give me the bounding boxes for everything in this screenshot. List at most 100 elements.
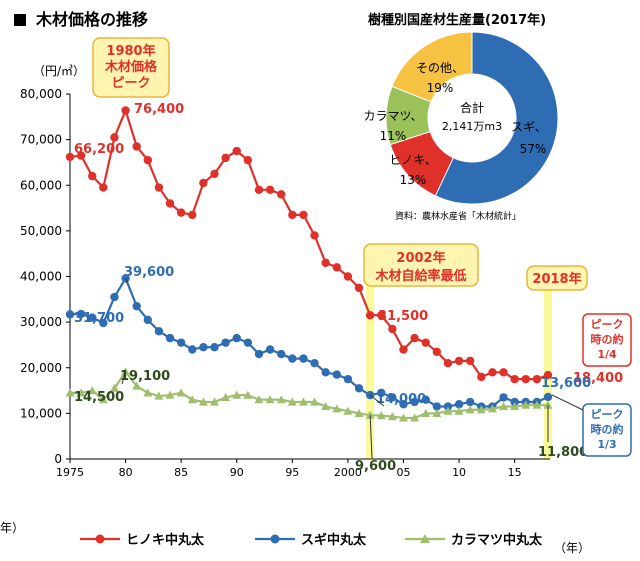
- note-hinoki-ratio: [582, 313, 632, 367]
- pie-slice-value: 19%: [427, 81, 454, 95]
- data-point: [232, 146, 241, 156]
- pie-source: 資料：農林水産省「木材統計」: [395, 210, 521, 222]
- data-point: [299, 210, 308, 220]
- data-point: [487, 404, 497, 413]
- data-point: [110, 133, 119, 142]
- data-point: [176, 208, 186, 217]
- data-point: [321, 402, 331, 411]
- data-point: [443, 358, 453, 368]
- data-point: [388, 324, 397, 334]
- data-point: [199, 178, 208, 188]
- x-axis-label: （年）: [554, 541, 590, 555]
- x-tick-label: 15: [508, 466, 522, 479]
- data-point: [265, 345, 275, 354]
- data-label-sugi-1980: 39,600: [124, 265, 174, 280]
- data-point: [76, 388, 86, 397]
- data-label-hinoki-1980: 76,400: [134, 102, 184, 117]
- data-point: [410, 397, 419, 407]
- pie-title: 樹種別国産材生産量(2017年): [368, 12, 546, 28]
- data-point: [377, 388, 386, 398]
- data-label-kara-1980: 19,100: [120, 369, 170, 384]
- data-point: [321, 258, 330, 268]
- data-point: [210, 169, 219, 179]
- side-year-label: 年）: [0, 521, 24, 535]
- data-point: [343, 272, 353, 281]
- data-point: [354, 384, 364, 393]
- pie-slice-name: その他、: [416, 61, 464, 75]
- data-point: [510, 374, 519, 384]
- leader-sugi-2002: [369, 394, 385, 407]
- data-point: [454, 356, 464, 366]
- note-sugi-ratio: [582, 403, 632, 457]
- data-point: [254, 185, 264, 195]
- y-tick-label: 0: [54, 452, 62, 466]
- data-point: [132, 301, 141, 311]
- data-point: [121, 106, 130, 115]
- data-point: [477, 372, 486, 382]
- data-label-kara-2018: 11,800: [538, 445, 588, 460]
- callout-peak-1980: [92, 37, 170, 98]
- x-tick-label: 90: [230, 466, 244, 479]
- data-point: [365, 311, 375, 320]
- callout-peak-1980-text-line-1: 木材価格: [104, 59, 158, 75]
- data-point: [421, 338, 430, 347]
- data-point: [443, 402, 453, 411]
- data-point: [288, 354, 297, 363]
- x-tick-label: 10: [452, 466, 466, 479]
- legend-label: カラマツ中丸太: [451, 532, 543, 548]
- page-title: 木材価格の推移: [14, 6, 148, 30]
- data-point: [476, 405, 486, 414]
- data-point: [143, 155, 153, 165]
- data-point: [265, 185, 275, 195]
- pie-center-value: 2,141万m3: [442, 120, 502, 133]
- pie-center-label: 合計: [460, 100, 484, 115]
- data-point: [243, 155, 253, 165]
- data-point: [499, 393, 508, 402]
- data-point: [443, 406, 453, 415]
- data-point: [521, 374, 530, 384]
- data-point: [176, 388, 186, 397]
- y-tick-label: 10,000: [20, 406, 62, 420]
- data-point: [288, 210, 297, 220]
- x-tick-label: 95: [285, 466, 299, 479]
- title-text: 木材価格の推移: [36, 10, 149, 29]
- data-point: [154, 183, 164, 192]
- series-2: [65, 367, 553, 422]
- highlight-band-2002: [366, 272, 375, 459]
- data-point: [521, 400, 531, 409]
- data-point: [99, 318, 108, 328]
- data-point: [388, 393, 397, 402]
- data-point: [121, 367, 131, 376]
- data-point: [210, 343, 219, 352]
- data-point: [188, 210, 197, 220]
- callout-year-2018-text: 2018年: [532, 271, 581, 287]
- pie-slice-value: 13%: [400, 173, 427, 187]
- data-label-sugi-2018: 13,600: [541, 376, 591, 391]
- data-point: [543, 392, 553, 402]
- data-point: [132, 381, 142, 390]
- data-point: [332, 263, 341, 272]
- data-point: [465, 397, 475, 407]
- note-sugi-ratio-text-line-2: 1/3: [597, 438, 616, 451]
- callout-year-2018: [526, 265, 588, 291]
- x-tick-label: 85: [174, 466, 188, 479]
- data-point: [254, 349, 264, 359]
- data-point: [410, 413, 420, 422]
- data-point: [277, 349, 286, 359]
- data-point: [132, 142, 141, 151]
- data-point: [421, 395, 430, 404]
- note-hinoki-ratio-text-line-1: 時の約: [591, 332, 624, 346]
- pie-slice-name: カラマツ、: [363, 109, 422, 123]
- data-point: [265, 395, 275, 404]
- data-point: [399, 345, 408, 354]
- data-point: [287, 397, 297, 406]
- legend-item-1: スギ中丸太: [255, 532, 367, 548]
- data-label-hinoki-2018: 18,400: [573, 371, 623, 386]
- callout-peak-1980-text-line-0: 1980年: [106, 43, 155, 59]
- data-point: [143, 315, 153, 325]
- legend-marker: [270, 534, 280, 544]
- data-point: [109, 383, 119, 392]
- y-axis-label: （円/㎥）: [33, 64, 85, 78]
- data-point: [254, 395, 264, 404]
- series-line: [69, 275, 549, 408]
